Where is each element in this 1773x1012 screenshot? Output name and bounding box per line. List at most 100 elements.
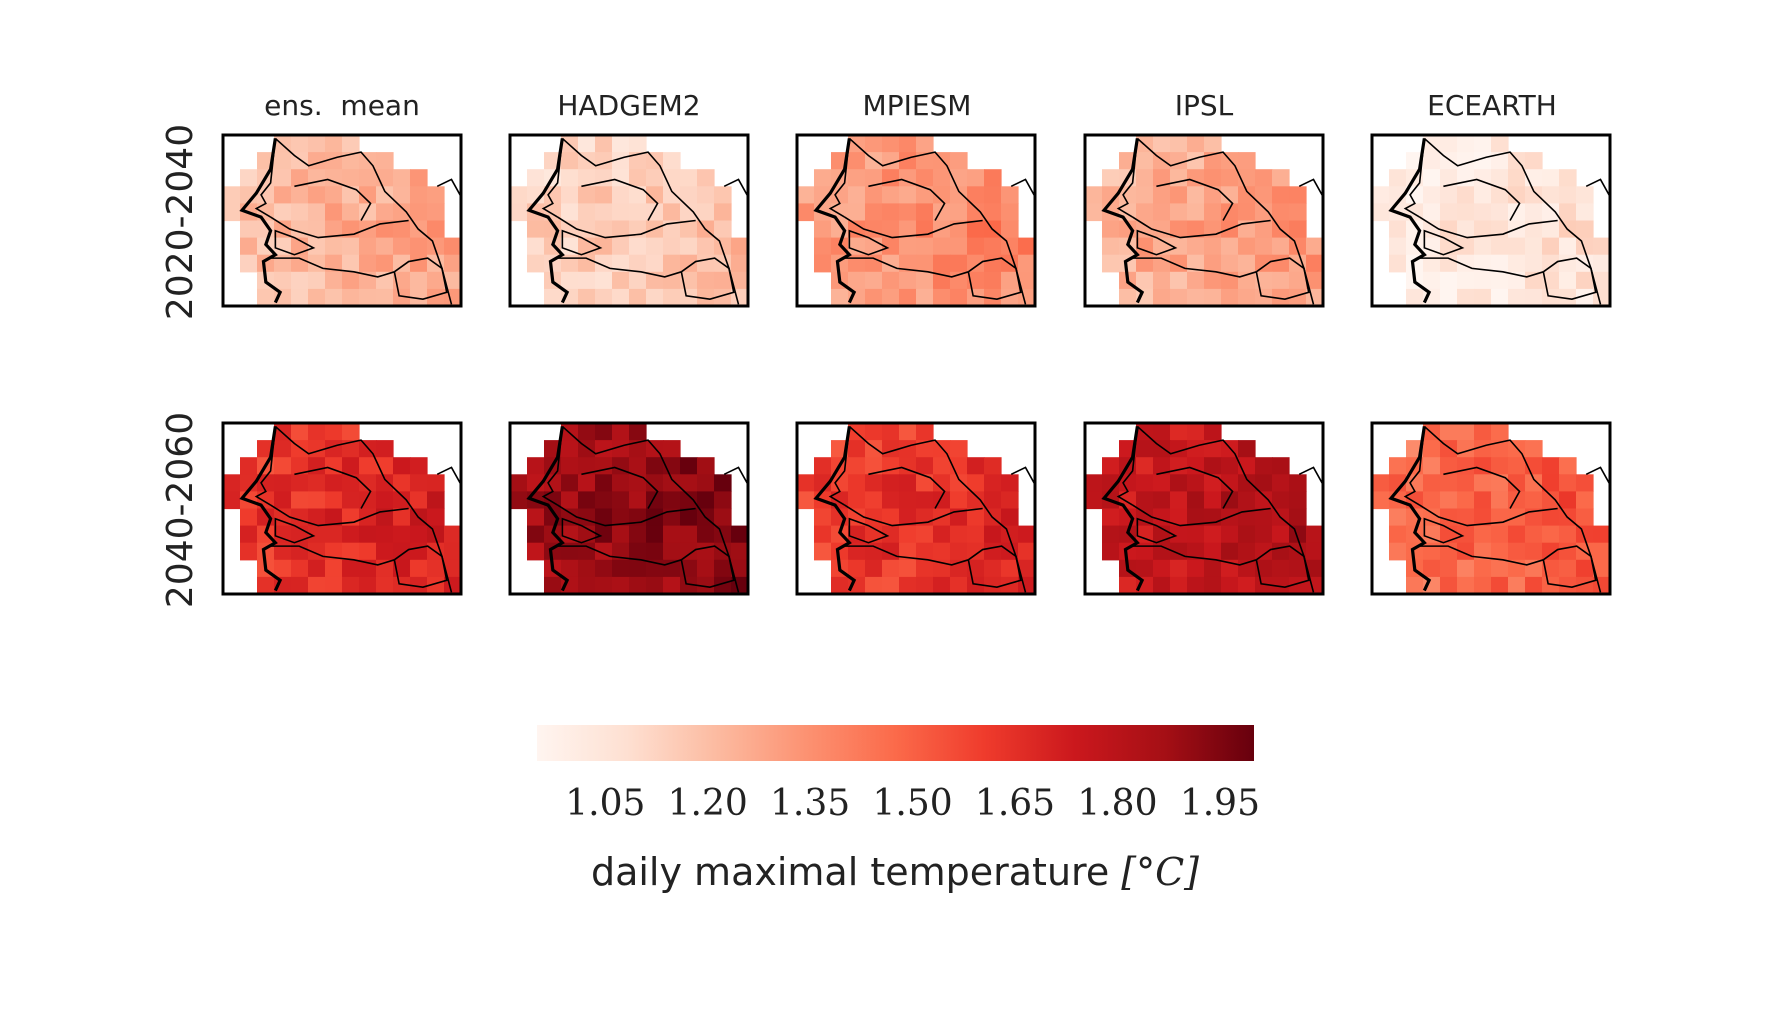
heat-cell (1001, 474, 1019, 492)
heat-cell (291, 457, 309, 475)
map-panel-ipsl-2020-2040 (1085, 135, 1324, 307)
heat-cell (1423, 152, 1441, 170)
heat-cell (1525, 576, 1543, 595)
heat-cell (1153, 254, 1171, 273)
heat-cell (359, 457, 377, 475)
heat-cell (714, 271, 732, 290)
heat-cell (714, 288, 732, 307)
border-line (1011, 179, 1035, 196)
heat-cell (578, 576, 596, 595)
heat-cell (1542, 457, 1560, 475)
heat-cell (376, 525, 394, 544)
heat-cell (933, 457, 951, 475)
heat-cell (1187, 135, 1205, 153)
heat-cell (646, 254, 664, 273)
heat-cell (848, 474, 866, 492)
heat-cell (240, 220, 258, 239)
heat-cell (1525, 237, 1543, 256)
colorbar-tick-label: 1.50 (873, 783, 953, 824)
heat-cell (410, 203, 428, 222)
heat-cell (342, 525, 360, 544)
heat-cell (1289, 559, 1307, 578)
map-panels (223, 135, 1611, 595)
heat-cell (967, 237, 985, 256)
heat-cell (663, 508, 681, 527)
heat-cell (697, 542, 715, 561)
row-label-2020-2040: 2020-2040 (160, 124, 201, 320)
heat-cell (527, 169, 545, 187)
border-line (1133, 546, 1257, 565)
heat-cell (629, 135, 647, 153)
heat-cell (544, 186, 562, 204)
heat-cell (680, 288, 698, 307)
heat-cell (984, 576, 1002, 595)
border-line (1137, 426, 1313, 592)
heat-cell (882, 457, 900, 475)
heat-cell (612, 186, 630, 204)
coastline (816, 138, 854, 302)
heat-cell (1085, 203, 1103, 222)
heat-cell (865, 203, 883, 222)
heat-cell (646, 542, 664, 561)
region-borders (529, 138, 748, 304)
heat-cell (1491, 542, 1509, 561)
colorbar-label-text: daily maximal temperature (591, 850, 1121, 894)
heat-cell (359, 542, 377, 561)
heat-cell (967, 220, 985, 239)
heat-cell (1187, 508, 1205, 527)
heat-cell (1372, 491, 1390, 510)
heat-cell (814, 186, 832, 204)
heat-cell (1170, 203, 1188, 222)
heat-cell (342, 254, 360, 273)
col-title-ens-mean: ens. mean (264, 89, 420, 122)
border-line (1256, 258, 1308, 299)
heat-cell (984, 237, 1002, 256)
heat-cell (663, 576, 681, 595)
border-line (271, 505, 409, 526)
heat-cell (1001, 508, 1019, 527)
border-line (1133, 505, 1271, 526)
heat-cell (984, 254, 1002, 273)
heat-cell (916, 152, 934, 170)
heat-cell (1136, 203, 1154, 222)
heat-cell (865, 254, 883, 273)
heat-cell (1525, 525, 1543, 544)
heat-cell (1119, 288, 1137, 307)
heat-cell (444, 525, 462, 544)
border-line (1011, 467, 1035, 484)
heat-cell (612, 491, 630, 510)
heat-cell (595, 237, 613, 256)
heat-cell (527, 457, 545, 475)
heat-cell (1255, 288, 1273, 307)
heat-cell (595, 186, 613, 204)
heat-cell (444, 254, 462, 273)
heat-cell (223, 474, 241, 492)
heat-cell (882, 203, 900, 222)
heat-cell (1542, 220, 1560, 239)
heat-cell (916, 525, 934, 544)
heat-cell (933, 237, 951, 256)
heat-cell (680, 542, 698, 561)
heat-cell (325, 542, 343, 561)
heat-cell (612, 237, 630, 256)
heat-cell (663, 152, 681, 170)
heat-cell (899, 440, 917, 458)
heat-cell (1170, 559, 1188, 578)
heat-cell (1136, 474, 1154, 492)
heat-cell (967, 203, 985, 222)
map-panel-mpiesm-2040-2060 (797, 423, 1036, 595)
heat-cell (1204, 271, 1222, 290)
heat-cell (291, 474, 309, 492)
heat-cell (1559, 203, 1577, 222)
heat-cell (629, 474, 647, 492)
heat-cell (1457, 576, 1475, 595)
border-line (1543, 546, 1595, 587)
heat-cell (578, 288, 596, 307)
heat-cell (1389, 525, 1407, 544)
heat-cell (578, 559, 596, 578)
heat-cell (1542, 474, 1560, 492)
heat-cell (595, 508, 613, 527)
heat-cell (291, 220, 309, 239)
heat-cell (359, 186, 377, 204)
heat-cell (1576, 271, 1594, 290)
